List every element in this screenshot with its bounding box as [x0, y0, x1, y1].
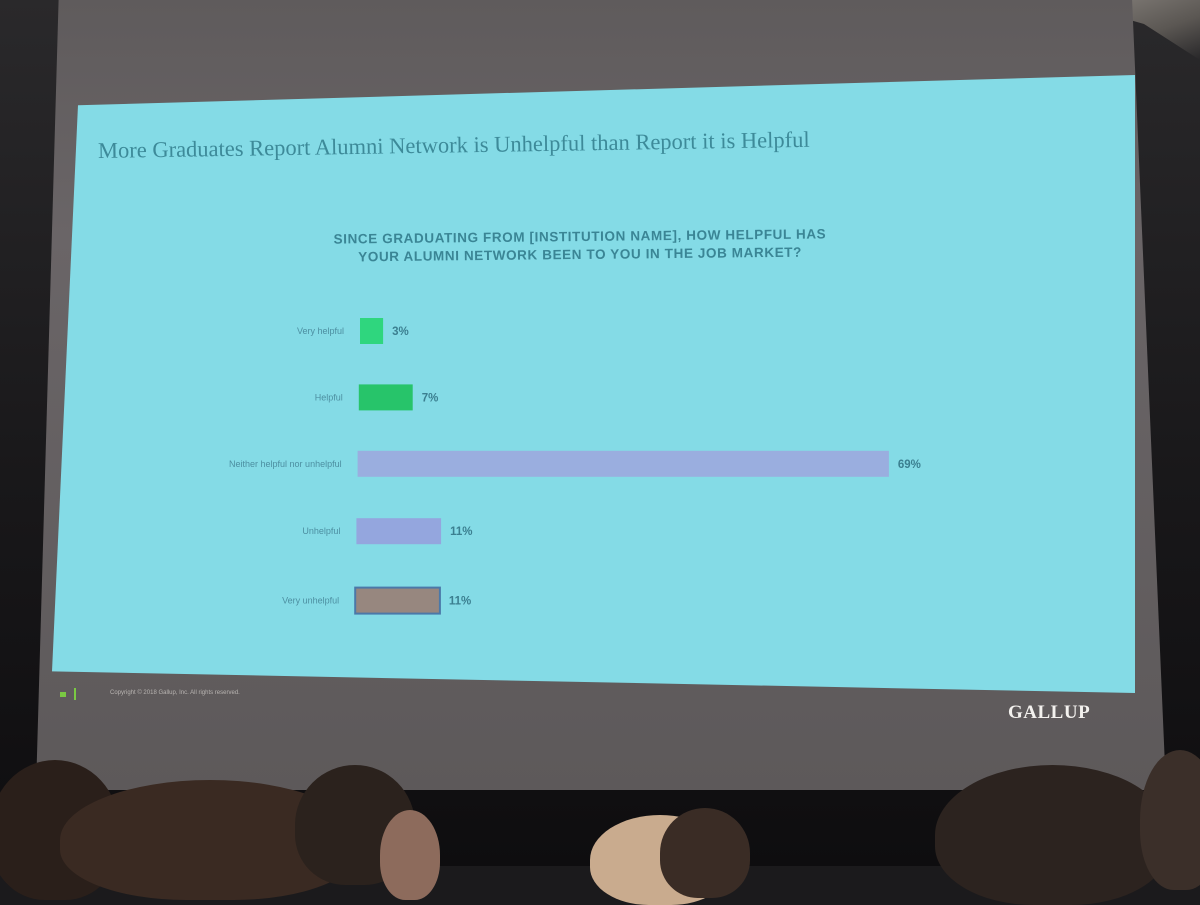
gallup-logo: GALLUP	[1008, 702, 1091, 723]
bar-helpful	[358, 384, 413, 411]
value-label: 7%	[422, 392, 439, 404]
audience-head	[935, 765, 1170, 905]
copyright-text: Copyright © 2018 Gallup, Inc. All rights…	[110, 690, 240, 696]
category-label: Very helpful	[297, 326, 344, 336]
category-label: Very unhelpful	[282, 596, 339, 606]
bar-very-helpful	[360, 318, 384, 344]
value-label: 69%	[898, 459, 921, 471]
bar-very-unhelpful	[354, 586, 441, 615]
audience-heads	[0, 740, 1200, 905]
bar-neither-helpful-nor-unhelpful	[357, 450, 889, 477]
category-label: Helpful	[315, 392, 343, 402]
bar-chart: Very helpful 3% Helpful 7% Neither helpful n…	[229, 318, 921, 615]
gallup-mark-icon	[60, 688, 90, 702]
bar-unhelpful	[356, 518, 442, 545]
slide	[52, 75, 1135, 693]
audience-head	[380, 810, 440, 900]
value-label: 3%	[392, 326, 409, 338]
audience-head	[660, 808, 750, 898]
value-label: 11%	[449, 596, 471, 608]
category-label: Neither helpful nor unhelpful	[229, 459, 342, 469]
audience-head	[1140, 750, 1200, 890]
category-label: Unhelpful	[302, 526, 340, 536]
value-label: 11%	[450, 526, 472, 538]
